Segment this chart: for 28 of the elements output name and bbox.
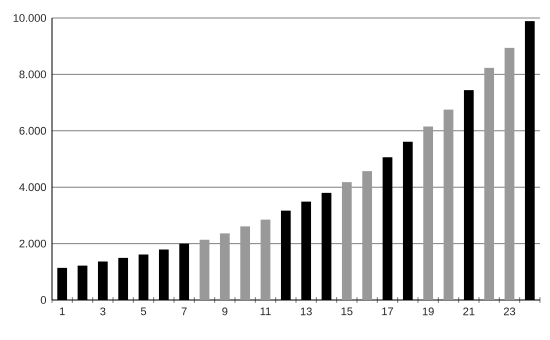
bar <box>220 233 230 300</box>
x-tick-label: 1 <box>60 308 65 316</box>
y-tick-label: 8.000 <box>19 70 46 78</box>
x-tick-label: 13 <box>300 308 312 316</box>
x-tick-label: 17 <box>382 308 394 316</box>
x-tick-label: 9 <box>222 308 228 316</box>
x-tick-label: 7 <box>182 308 187 316</box>
x-tick-label: 21 <box>463 308 474 316</box>
y-tick-label: 4.000 <box>19 183 46 192</box>
bar <box>260 220 270 300</box>
y-tick-label: 2.000 <box>20 240 46 248</box>
y-tick-label: 6.000 <box>20 126 46 135</box>
y-tick-label: 10.000 <box>14 14 46 22</box>
x-tick-label: 11 <box>260 308 271 316</box>
bar <box>444 110 454 300</box>
y-tick-label: 0 <box>40 296 46 304</box>
bar <box>200 240 210 300</box>
bar <box>240 226 250 300</box>
bar <box>423 126 434 300</box>
x-tick-label: 5 <box>140 308 146 316</box>
bar <box>362 171 372 300</box>
x-tick-label: 15 <box>342 308 352 316</box>
x-tick-label: 3 <box>100 308 106 316</box>
x-tick-label: 19 <box>422 308 434 316</box>
bar <box>342 182 352 300</box>
bar <box>504 48 514 300</box>
bar <box>484 68 494 300</box>
x-tick-label: 23 <box>504 308 516 316</box>
